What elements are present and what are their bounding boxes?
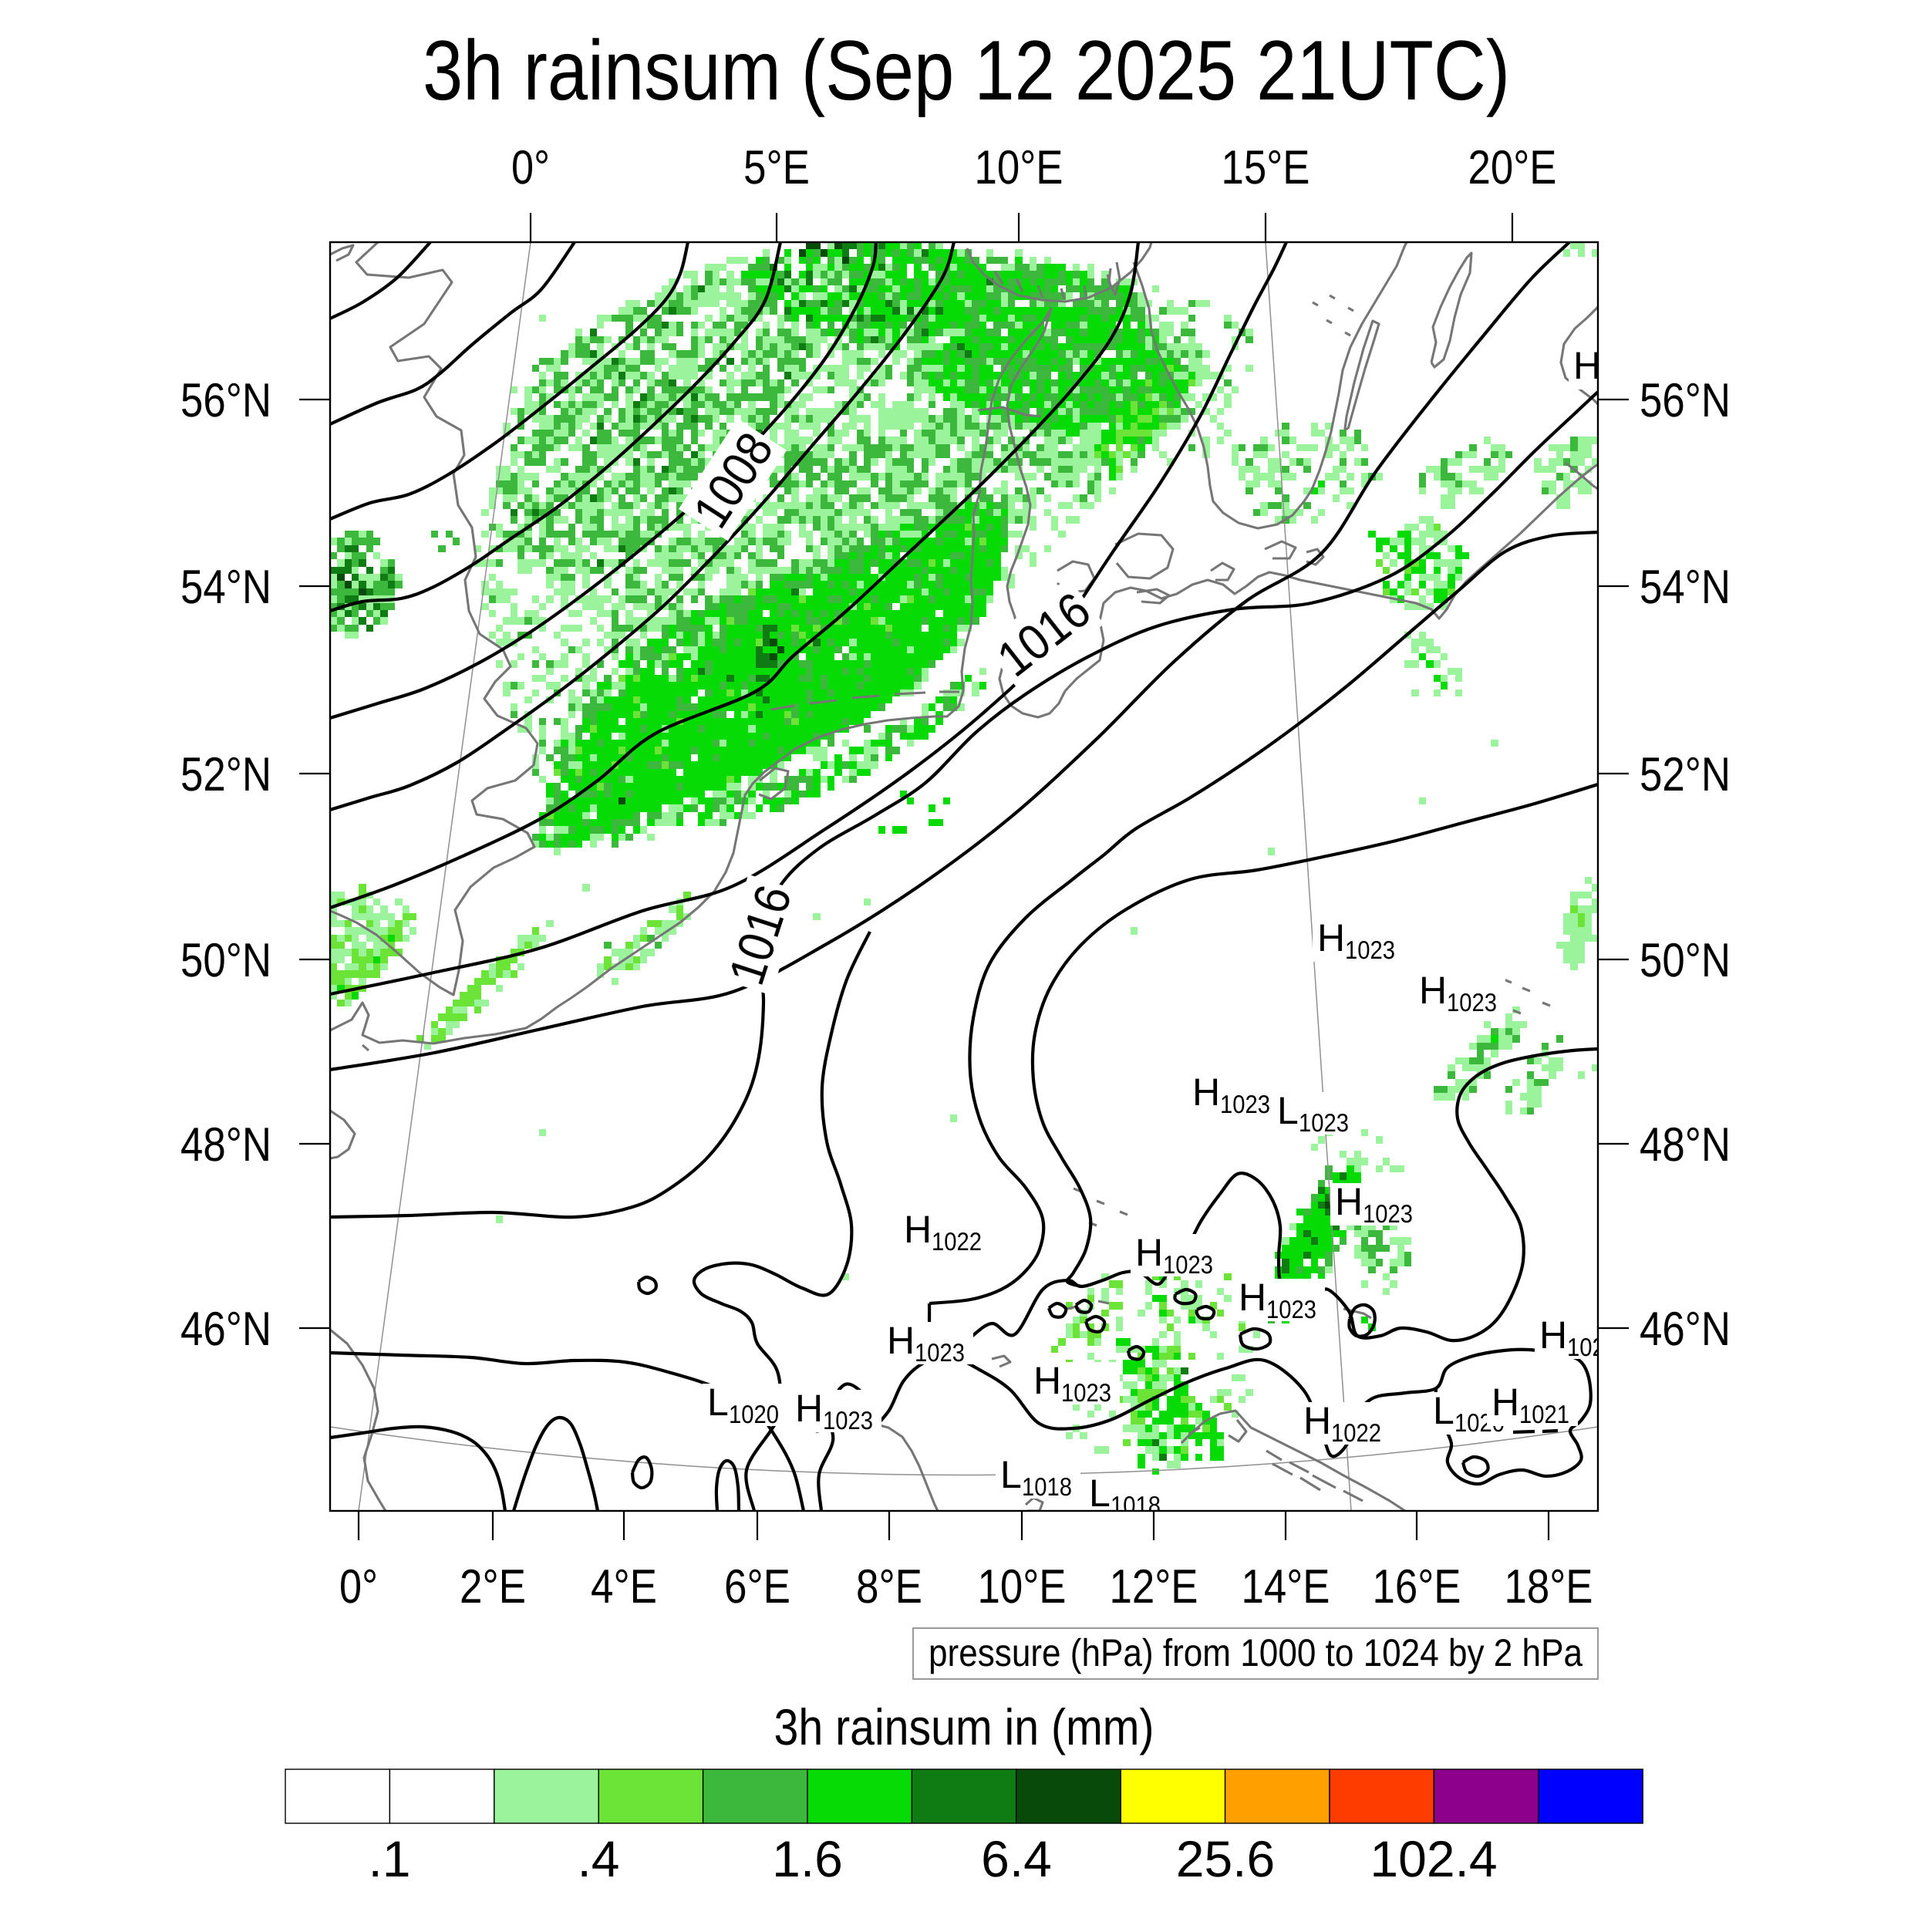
svg-text:6°E: 6°E xyxy=(724,1560,790,1613)
svg-text:1023: 1023 xyxy=(823,1406,873,1435)
svg-text:1.6: 1.6 xyxy=(772,1830,843,1887)
svg-text:48°N: 48°N xyxy=(1640,1118,1731,1172)
svg-text:15°E: 15°E xyxy=(1222,141,1310,194)
svg-text:1023: 1023 xyxy=(1299,1108,1349,1137)
svg-text:1021: 1021 xyxy=(1519,1400,1569,1428)
svg-text:54°N: 54°N xyxy=(180,561,271,614)
svg-text:6.4: 6.4 xyxy=(981,1830,1052,1887)
svg-text:1022: 1022 xyxy=(932,1227,982,1256)
svg-text:8°E: 8°E xyxy=(856,1560,922,1613)
svg-text:.1: .1 xyxy=(368,1830,410,1887)
svg-text:H: H xyxy=(1317,916,1345,959)
svg-text:50°N: 50°N xyxy=(1640,934,1731,987)
svg-text:25.6: 25.6 xyxy=(1176,1830,1275,1887)
svg-text:1023: 1023 xyxy=(1363,1199,1413,1228)
svg-text:L: L xyxy=(1277,1089,1299,1132)
svg-text:56°N: 56°N xyxy=(1640,374,1731,427)
svg-text:H: H xyxy=(1573,344,1601,387)
svg-text:102.4: 102.4 xyxy=(1370,1830,1497,1887)
svg-text:20°E: 20°E xyxy=(1468,141,1557,194)
svg-text:1018: 1018 xyxy=(1111,1491,1161,1519)
svg-text:H: H xyxy=(1492,1381,1519,1424)
svg-text:10°E: 10°E xyxy=(978,1560,1067,1613)
svg-text:1023: 1023 xyxy=(915,1338,965,1367)
svg-text:52°N: 52°N xyxy=(180,748,271,801)
svg-text:12°E: 12°E xyxy=(1110,1560,1198,1613)
svg-text:1023: 1023 xyxy=(1447,988,1497,1017)
svg-text:2°E: 2°E xyxy=(460,1560,526,1613)
svg-text:1022: 1022 xyxy=(1331,1418,1381,1447)
svg-text:56°N: 56°N xyxy=(180,374,271,427)
svg-text:H: H xyxy=(795,1387,823,1430)
svg-text:3h rainsum in (mm): 3h rainsum in (mm) xyxy=(774,1698,1154,1755)
svg-text:1023: 1023 xyxy=(1345,936,1395,964)
svg-text:1023: 1023 xyxy=(1061,1378,1111,1407)
svg-text:pressure (hPa) from 1000 to 10: pressure (hPa) from 1000 to 1024 by 2 hP… xyxy=(929,1631,1583,1674)
svg-text:1023: 1023 xyxy=(1163,1250,1213,1279)
svg-text:16°E: 16°E xyxy=(1373,1560,1461,1613)
svg-text:3h rainsum (Sep 12 2025 21UTC): 3h rainsum (Sep 12 2025 21UTC) xyxy=(423,23,1510,118)
svg-text:H: H xyxy=(1539,1313,1567,1357)
svg-text:L: L xyxy=(1433,1389,1454,1432)
svg-text:H: H xyxy=(1135,1231,1163,1274)
svg-text:H: H xyxy=(1239,1276,1266,1319)
svg-text:0°: 0° xyxy=(339,1560,378,1613)
svg-text:14°E: 14°E xyxy=(1242,1560,1330,1613)
svg-text:1020: 1020 xyxy=(729,1400,779,1428)
svg-text:18°E: 18°E xyxy=(1505,1560,1593,1613)
svg-text:10°E: 10°E xyxy=(975,141,1063,194)
svg-text:52°N: 52°N xyxy=(1640,748,1731,801)
svg-text:46°N: 46°N xyxy=(180,1303,271,1356)
svg-text:1023: 1023 xyxy=(1220,1090,1270,1118)
svg-text:L: L xyxy=(1000,1453,1022,1496)
svg-text:H: H xyxy=(1419,969,1447,1012)
svg-text:48°N: 48°N xyxy=(180,1118,271,1172)
svg-text:1018: 1018 xyxy=(1022,1472,1072,1501)
svg-text:H: H xyxy=(1192,1071,1220,1114)
svg-text:L: L xyxy=(707,1381,729,1424)
svg-text:H: H xyxy=(1335,1180,1363,1223)
svg-text:5°E: 5°E xyxy=(743,141,810,194)
svg-text:50°N: 50°N xyxy=(180,934,271,987)
svg-text:H: H xyxy=(904,1208,932,1251)
svg-text:L: L xyxy=(1089,1472,1111,1515)
svg-text:.4: .4 xyxy=(577,1830,619,1887)
svg-text:46°N: 46°N xyxy=(1640,1303,1731,1356)
svg-text:4°E: 4°E xyxy=(591,1560,657,1613)
svg-text:0°: 0° xyxy=(511,141,550,194)
svg-text:H: H xyxy=(887,1319,915,1362)
svg-text:1023: 1023 xyxy=(1266,1295,1316,1323)
svg-text:H: H xyxy=(1033,1359,1061,1402)
svg-text:1021: 1021 xyxy=(1567,1333,1617,1361)
svg-text:H: H xyxy=(1303,1399,1331,1442)
svg-text:54°N: 54°N xyxy=(1640,561,1731,614)
